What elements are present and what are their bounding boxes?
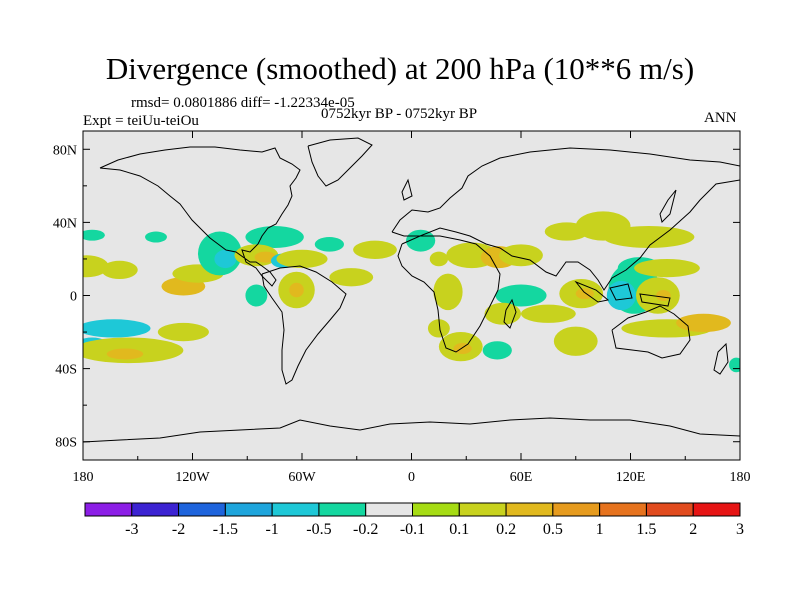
y-tick-label: 0 [70, 290, 77, 305]
colorbar-label: -3 [125, 521, 138, 538]
x-tick-label: 180 [73, 470, 94, 485]
contour-blob [521, 304, 576, 323]
plot-area: 180 120W 60W 0 60E 120E 180 80N 40N 0 40S 80S [53, 130, 751, 485]
contour-blob [429, 251, 448, 267]
coastline-uk [401, 178, 413, 201]
y-tick-label: 80S [55, 436, 77, 451]
colorbar-swatch [271, 502, 320, 517]
y-tick-label: 40N [53, 216, 77, 231]
colorbar-label: 1 [596, 521, 604, 538]
colorbar-label: -0.2 [353, 521, 378, 538]
contour-blob [83, 319, 151, 338]
contour-blob [453, 343, 472, 354]
contour-blob [254, 251, 277, 263]
contour-blob [245, 284, 268, 307]
contour-blob [499, 244, 543, 267]
contour-blob [214, 249, 237, 269]
y-tick-label: 40S [55, 363, 77, 378]
coastline-new-zealand [713, 342, 729, 375]
contour-blob [495, 284, 547, 307]
colorbar-swatch [458, 502, 507, 517]
colorbar-label: -1.5 [213, 521, 238, 538]
colorbar-swatch [552, 502, 601, 517]
colorbar-swatch [505, 502, 554, 517]
coastline-greenland [307, 137, 373, 187]
contour-blob [606, 280, 636, 311]
colorbar-swatch [84, 502, 133, 517]
experiment-label: Expt = teiUu-teiOu [83, 113, 199, 129]
colorbar-label: 3 [736, 521, 744, 538]
contour-blob [603, 226, 695, 248]
contour-blob [676, 313, 731, 333]
contour-blob [433, 273, 463, 311]
contour-blob [553, 326, 598, 356]
coastline-japan [659, 189, 677, 223]
x-tick-label: 60W [288, 470, 316, 485]
colorbar-swatch [318, 502, 367, 517]
colorbar-label: 1.5 [636, 521, 656, 538]
x-tick-label: 60E [510, 470, 533, 485]
contour-blob [729, 357, 740, 373]
contour-blob [329, 268, 374, 287]
coastline-eurasia [391, 147, 740, 291]
colorbar-label: 0.5 [543, 521, 563, 538]
contour-blob [276, 249, 328, 269]
x-tick-label: 120W [175, 470, 210, 485]
contour-blob [83, 229, 105, 241]
season-label: ANN [704, 110, 737, 126]
x-tick-label: 0 [408, 470, 415, 485]
contour-blob [101, 260, 138, 280]
contour-blob [482, 341, 512, 360]
coastline-indonesia [574, 280, 671, 307]
colorbar-swatch [178, 502, 226, 517]
coastline-africa [397, 235, 501, 353]
contour-blob [245, 226, 304, 248]
contour-blob [427, 319, 450, 338]
colorbar: -3 -2 -1.5 -1 -0.5 -0.2 -0.1 0.1 0.2 0.5 1 1.5 2 3 [84, 502, 744, 538]
x-tick-label: 120E [616, 470, 646, 485]
coastline-madagascar [503, 298, 517, 329]
contour-blob [656, 290, 671, 301]
contour-blob [484, 302, 521, 325]
contour-blob [353, 240, 397, 259]
x-tick-label: 180 [730, 470, 751, 485]
contour-blob [145, 231, 167, 243]
y-axis: 80N 40N 0 40S 80S [53, 143, 740, 451]
coastline-south-america [261, 265, 347, 385]
colorbar-swatch [692, 502, 741, 517]
x-axis: 180 120W 60W 0 60E 120E 180 [73, 131, 751, 485]
colorbar-swatch [599, 502, 647, 517]
colorbar-label: -0.1 [400, 521, 425, 538]
coastline-north-america [99, 146, 301, 287]
period-label: 0752kyr BP - 0752kyr BP [321, 106, 478, 122]
y-tick-label: 80N [53, 143, 77, 158]
chart-title: Divergence (smoothed) at 200 hPa (10**6 … [105, 51, 695, 86]
colorbar-swatch [131, 502, 180, 517]
colorbar-swatch [224, 502, 273, 517]
contour-blob [289, 282, 304, 298]
colorbar-swatch [365, 502, 414, 517]
coastline-antarctica [83, 417, 740, 443]
colorbar-swatch [412, 502, 460, 517]
contour-blob [634, 258, 700, 278]
colorbar-label: 2 [689, 521, 697, 538]
colorbar-label: -2 [172, 521, 185, 538]
colorbar-label: -0.5 [306, 521, 331, 538]
colorbar-label: 0.1 [449, 521, 469, 538]
contour-blob [314, 237, 344, 252]
coastlines [83, 137, 740, 443]
contour-blob [157, 322, 209, 342]
colorbar-label: 0.2 [496, 521, 516, 538]
contour-blob [106, 348, 144, 360]
divergence-contours [83, 211, 740, 373]
coastline-australia [611, 305, 691, 359]
contour-blob [406, 229, 436, 252]
colorbar-label: -1 [265, 521, 278, 538]
colorbar-swatch [645, 502, 694, 517]
stats-text: rmsd= 0.0801886 diff= -1.22334e-05 [131, 95, 355, 111]
